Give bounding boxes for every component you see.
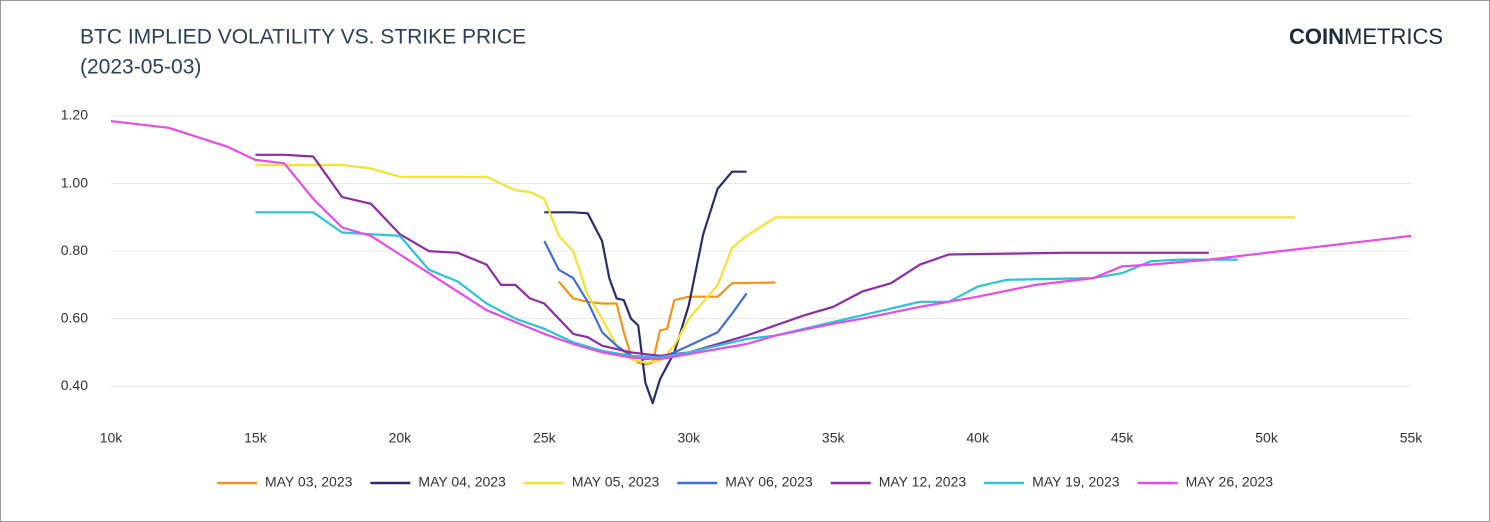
legend-label: MAY 19, 2023 [1032,474,1120,490]
legend-label: MAY 26, 2023 [1186,474,1274,490]
x-tick-label: 35k [822,430,846,446]
x-tick-label: 30k [677,430,701,446]
logo-bold: COIN [1289,24,1344,49]
legend-label: MAY 12, 2023 [879,474,967,490]
y-tick-label: 1.20 [61,107,88,123]
y-tick-label: 0.40 [61,377,88,393]
x-tick-label: 50k [1255,430,1279,446]
logo-light: METRICS [1344,24,1443,49]
x-tick-label: 55k [1400,430,1424,446]
series-line [255,153,1209,357]
y-tick-label: 0.60 [61,309,88,325]
y-tick-label: 1.00 [61,174,88,190]
legend-label: MAY 04, 2023 [418,474,506,490]
chart-subtitle: (2023-05-03) [80,56,201,79]
chart-title: BTC IMPLIED VOLATILITY VS. STRIKE PRICE [80,26,526,49]
x-tick-label: 25k [533,430,557,446]
series-line [255,163,1296,364]
series-line [110,120,1412,361]
series-line [557,280,776,366]
x-tick-label: 45k [1111,430,1135,446]
x-tick-label: 15k [244,430,268,446]
legend-label: MAY 03, 2023 [265,474,353,490]
x-tick-label: 20k [389,430,413,446]
series-line [255,211,1238,359]
x-tick-label: 10k [100,430,124,446]
logo: COINMETRICS [1289,24,1443,49]
y-tick-label: 0.80 [61,242,88,258]
legend-label: MAY 05, 2023 [572,474,660,490]
legend-label: MAY 06, 2023 [725,474,813,490]
x-tick-label: 40k [966,430,990,446]
